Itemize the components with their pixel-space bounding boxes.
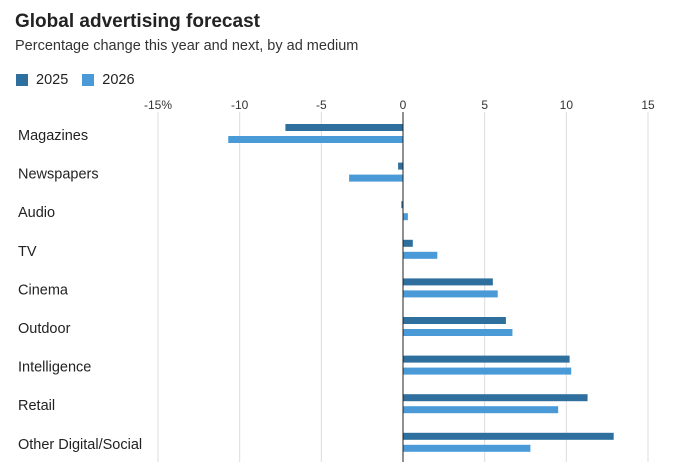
category-label-4: Cinema (18, 282, 69, 298)
category-label-3: TV (18, 244, 37, 260)
x-tick-label-0: -15% (144, 98, 172, 112)
category-label-0: Magazines (18, 128, 88, 144)
category-label-6: Intelligence (18, 360, 91, 376)
category-label-1: Newspapers (18, 167, 99, 183)
legend-label-2025: 2025 (36, 72, 69, 88)
bar-2025-6 (403, 355, 570, 363)
category-label-5: Outdoor (18, 321, 71, 337)
x-tick-label-4: 5 (481, 98, 488, 112)
bar-2025-4 (403, 278, 493, 286)
bar-2026-2 (403, 213, 408, 221)
legend-item-2026: 2026 (82, 72, 135, 88)
legend-swatch-2025 (16, 74, 28, 86)
bar-2026-8 (403, 444, 531, 452)
legend-label-2026: 2026 (102, 72, 135, 88)
x-tick-label-3: 0 (400, 98, 407, 112)
bar-2025-0 (285, 124, 403, 131)
bar-2026-4 (403, 290, 498, 298)
bar-2026-1 (349, 174, 403, 182)
bar-2026-3 (403, 251, 438, 259)
bar-2025-2 (401, 201, 403, 209)
category-label-2: Audio (18, 205, 55, 221)
category-label-8: Other Digital/Social (18, 437, 142, 453)
bar-2025-1 (398, 162, 403, 170)
bar-2026-6 (403, 367, 572, 375)
legend-swatch-2026 (82, 74, 95, 86)
bar-2025-3 (403, 239, 413, 247)
bar-2026-5 (403, 329, 513, 336)
x-tick-label-6: 15 (641, 98, 655, 112)
bar-2025-5 (403, 317, 506, 324)
bar-2026-0 (228, 136, 403, 143)
chart-subtitle: Percentage change this year and next, by… (15, 38, 359, 54)
chart-title: Global advertising forecast (15, 11, 260, 32)
bar-2025-7 (403, 394, 588, 402)
x-tick-label-1: -10 (231, 98, 249, 112)
legend-item-2025: 2025 (16, 72, 68, 88)
category-label-7: Retail (18, 398, 55, 414)
bar-2025-8 (403, 432, 614, 440)
x-tick-label-5: 10 (560, 98, 574, 112)
x-tick-label-2: -5 (316, 98, 327, 112)
bar-2026-7 (403, 406, 559, 414)
legend: 2025 2026 (16, 72, 149, 88)
